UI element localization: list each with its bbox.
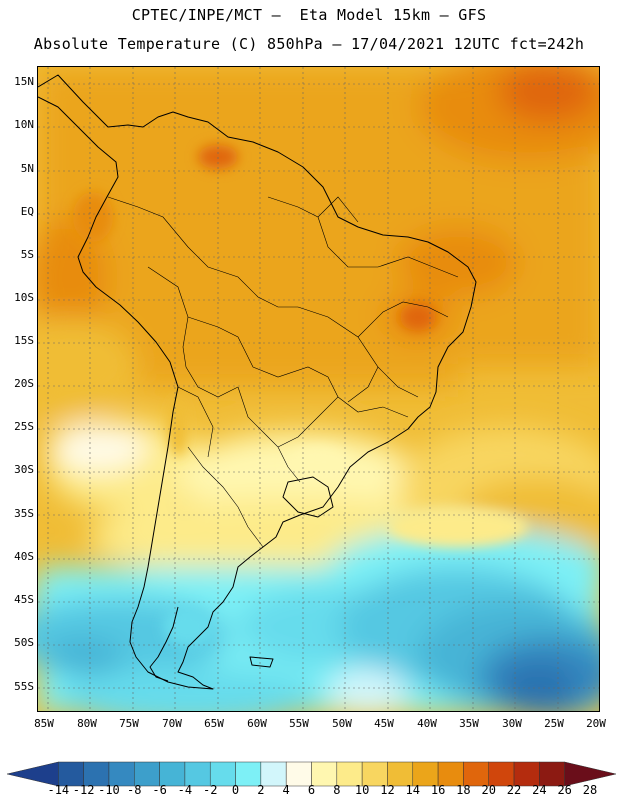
colorbar-tick-label: 0 xyxy=(231,783,240,797)
colorbar-swatch-12 xyxy=(336,761,363,787)
colorbar-tick-label: 18 xyxy=(456,783,471,797)
lat-label-35s: 35S xyxy=(14,507,34,520)
lat-label-55s: 55S xyxy=(14,680,34,693)
colorbar-tick-label: -12 xyxy=(72,783,95,797)
lon-label-25w: 25W xyxy=(544,717,564,730)
colorbar-swatch-1 xyxy=(58,761,84,787)
colorbar-tick-label: 4 xyxy=(282,783,290,797)
lat-label-5n: 5N xyxy=(20,162,34,175)
colorbar-swatch-15 xyxy=(412,761,439,787)
colorbar-swatch-11 xyxy=(311,761,338,787)
temperature-detail xyxy=(73,145,528,647)
lat-label-30s: 30S xyxy=(14,463,34,476)
temperature-map xyxy=(37,66,600,712)
lon-label-40w: 40W xyxy=(417,717,437,730)
colorbar-tick-label: -2 xyxy=(202,783,218,797)
map-canvas xyxy=(38,67,599,711)
colorbar-swatch-8 xyxy=(235,761,262,787)
colorbar-tick-label: 10 xyxy=(354,783,370,797)
colorbar-tick-label: 28 xyxy=(582,783,598,797)
colorbar-tick-label: 26 xyxy=(557,783,572,797)
lon-label-20w: 20W xyxy=(586,717,606,730)
colorbar-swatch-18 xyxy=(488,761,515,787)
colorbar-tick-label: 20 xyxy=(481,783,496,797)
colorbar xyxy=(6,761,617,787)
colorbar-tick-label: 8 xyxy=(333,783,341,797)
lat-label-15s: 15S xyxy=(14,334,34,347)
coastlines xyxy=(38,74,477,690)
colorbar-tick-label: 2 xyxy=(257,783,265,797)
lat-label-10s: 10S xyxy=(14,291,34,304)
lon-label-80w: 80W xyxy=(77,717,97,730)
lat-label-20s: 20S xyxy=(14,377,34,390)
colorbar-swatch-7 xyxy=(209,761,236,787)
lat-label-15n: 15N xyxy=(14,75,34,88)
lon-label-50w: 50W xyxy=(332,717,352,730)
chart-title-line-2: Absolute Temperature (C) 850hPa — 17/04/… xyxy=(33,35,585,53)
lon-label-70w: 70W xyxy=(162,717,182,730)
colorbar-tick-label: 6 xyxy=(307,783,316,797)
colorbar-swatch-19 xyxy=(513,761,540,787)
lat-label-eq: EQ xyxy=(20,205,34,218)
colorbar-swatch-2 xyxy=(83,761,110,787)
lon-label-55w: 55W xyxy=(289,717,309,730)
lon-label-30w: 30W xyxy=(502,717,522,730)
chart-title-line-1: CPTEC/INPE/MCT — Eta Model 15km — GFS xyxy=(131,6,487,24)
colorbar-tick-label: -6 xyxy=(152,783,167,797)
lat-label-40s: 40S xyxy=(14,550,34,563)
lon-label-75w: 75W xyxy=(119,717,139,730)
country-borders xyxy=(107,196,459,548)
colorbar-tick-label: -14 xyxy=(47,783,70,797)
lon-label-45w: 45W xyxy=(374,717,394,730)
colorbar-tick-label: -8 xyxy=(127,783,142,797)
lat-label-5s: 5S xyxy=(20,248,34,261)
colorbar-tick-label: 16 xyxy=(430,783,446,797)
lat-label-10n: 10N xyxy=(14,118,34,131)
colorbar-swatch-3 xyxy=(108,761,135,787)
colorbar-tick-label: 12 xyxy=(380,783,395,797)
colorbar-tick-label: 24 xyxy=(532,783,547,797)
colorbar-swatch-16 xyxy=(437,761,464,787)
lon-label-85w: 85W xyxy=(34,717,54,730)
colorbar-swatch-6 xyxy=(184,761,211,787)
lon-label-60w: 60W xyxy=(247,717,267,730)
lat-label-45s: 45S xyxy=(14,593,34,606)
lon-label-35w: 35W xyxy=(459,717,479,730)
colorbar-tick-label: -4 xyxy=(177,783,193,797)
colorbar-swatch-5 xyxy=(159,761,186,787)
colorbar-tick-label: 14 xyxy=(405,783,420,797)
colorbar-swatch-10 xyxy=(285,761,312,787)
colorbar-swatch-21 xyxy=(564,761,617,787)
colorbar-tick-label: 22 xyxy=(506,783,522,797)
lat-label-25s: 25S xyxy=(14,420,34,433)
lon-label-65w: 65W xyxy=(204,717,224,730)
lat-label-50s: 50S xyxy=(14,636,34,649)
colorbar-swatch-17 xyxy=(463,761,489,787)
colorbar-tick-label: -10 xyxy=(98,783,120,797)
graticule xyxy=(38,67,599,711)
colorbar-swatch-14 xyxy=(387,761,414,787)
colorbar-swatch-4 xyxy=(134,761,160,787)
